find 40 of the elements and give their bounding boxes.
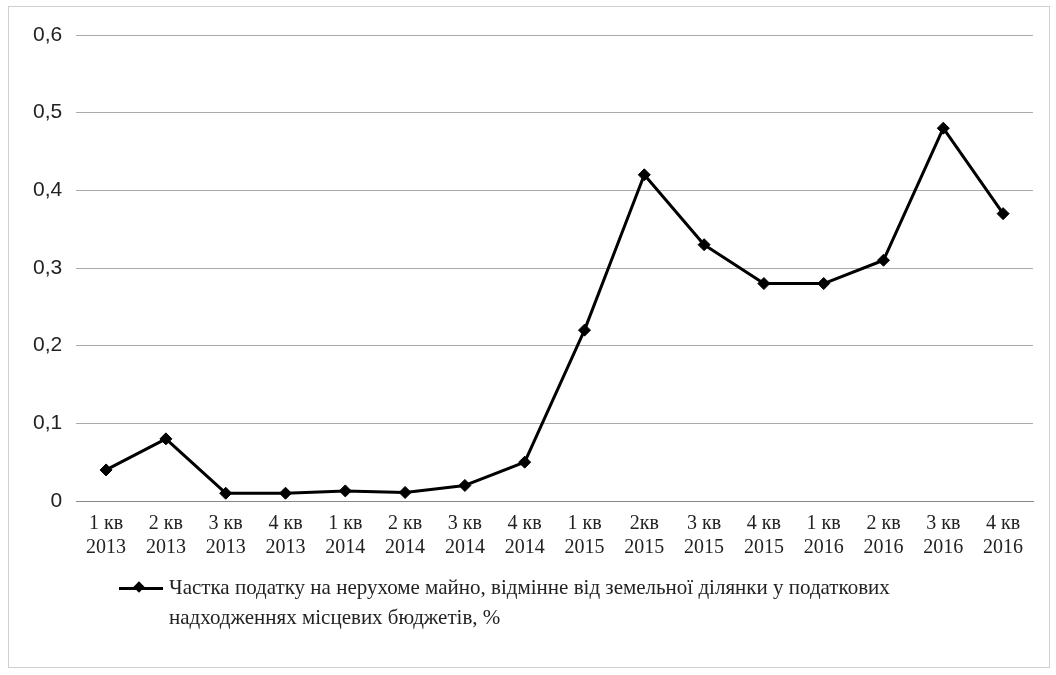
x-tick-label: 1 кв 2014 xyxy=(325,511,366,558)
x-tick-label: 2 кв 2013 xyxy=(145,511,186,558)
x-tick-label: 1 кв 2015 xyxy=(564,511,605,558)
point xyxy=(159,432,173,446)
x-tick-label: 4 кв 2016 xyxy=(983,511,1024,558)
point xyxy=(936,121,950,135)
point xyxy=(817,277,831,291)
x-tick-label: 4 кв 2014 xyxy=(504,511,545,558)
x-tick-label: 3 кв 2013 xyxy=(205,511,246,558)
point xyxy=(398,485,412,499)
y-tick-label: 0,5 xyxy=(32,99,63,123)
x-tick-label: 2 кв 2016 xyxy=(863,511,904,558)
x-tick-label: 4 кв 2013 xyxy=(265,511,306,558)
y-tick-label: 0,2 xyxy=(32,332,63,356)
point xyxy=(697,238,711,252)
point xyxy=(637,168,651,182)
x-tick-label: 3 кв 2016 xyxy=(923,511,964,558)
legend-label: Частка податку на нерухоме майно, відмінне від земельної ділянки у податкових надходженнях місцевих бюджетів, % xyxy=(169,574,891,631)
point xyxy=(99,463,113,477)
y-tick-label: 0 xyxy=(50,487,63,511)
y-tick-label: 0,6 xyxy=(32,21,63,45)
point xyxy=(458,478,472,492)
point xyxy=(578,323,591,337)
x-tick-label: 4 кв 2015 xyxy=(743,511,784,558)
x-tick-label: 3 кв 2014 xyxy=(444,511,485,558)
point xyxy=(757,277,771,291)
x-tick-label: 2кв 2015 xyxy=(624,511,665,558)
x-tick-label: 2 кв 2014 xyxy=(385,511,426,558)
y-tick-label: 0,1 xyxy=(32,410,63,434)
point xyxy=(219,486,233,500)
x-tick-label: 3 кв 2015 xyxy=(684,511,725,558)
point xyxy=(996,207,1010,221)
point xyxy=(877,253,890,267)
y-tick-label: 0,3 xyxy=(32,254,63,278)
y-tick-label: 0,4 xyxy=(32,177,63,201)
x-tick-label: 1 кв 2013 xyxy=(86,511,127,558)
point xyxy=(518,455,532,469)
point xyxy=(278,486,292,500)
x-tick-label: 1 кв 2016 xyxy=(803,511,844,558)
point xyxy=(338,484,352,498)
